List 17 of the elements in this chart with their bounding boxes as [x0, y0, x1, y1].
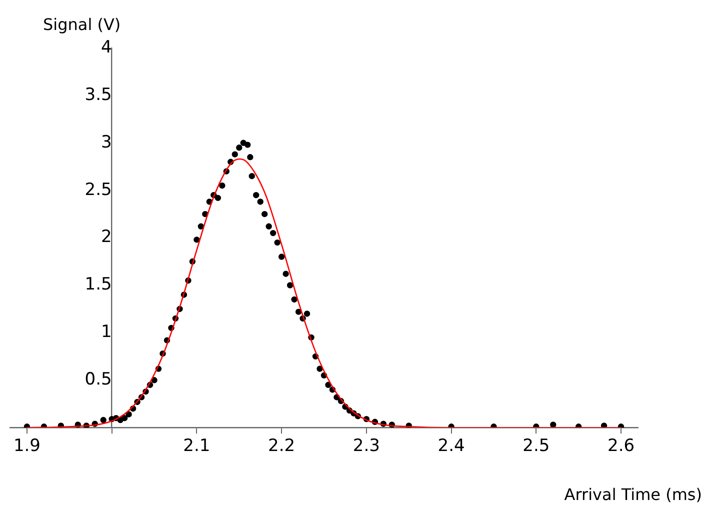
y-tick-label: 1 — [101, 322, 112, 342]
x-tick-label: 2.6 — [608, 436, 635, 456]
y-tick-label: 1.5 — [84, 274, 112, 295]
x-tick-label: 1.9 — [13, 436, 40, 456]
y-tick-label: 2 — [101, 227, 112, 248]
y-tick-label: 3 — [101, 132, 112, 152]
x-tick-label: 2.2 — [268, 436, 296, 456]
y-tick-label: 3.5 — [84, 84, 112, 105]
x-tick-label: 2.3 — [352, 436, 380, 456]
x-axis-title: Arrival Time (ms) — [564, 485, 702, 504]
y-axis-title: Signal (V) — [43, 15, 121, 34]
y-tick-label: 2.5 — [84, 180, 112, 200]
x-tick-label: 2.5 — [522, 436, 550, 456]
y-tick-label: 0.5 — [84, 370, 112, 390]
y-tick-label: 4 — [101, 37, 112, 58]
x-tick-label: 2.1 — [183, 436, 210, 456]
x-tick-label: 2.4 — [438, 436, 465, 456]
